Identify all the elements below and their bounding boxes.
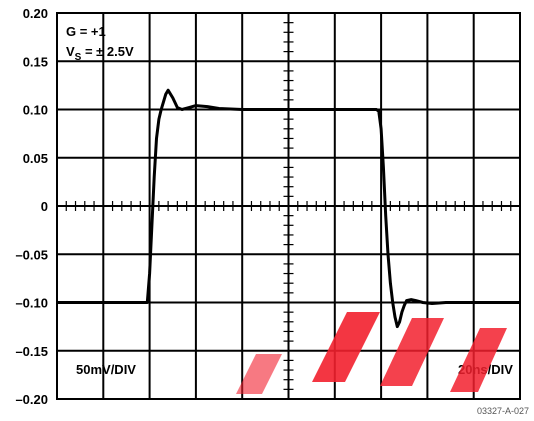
axis-minor-ticks [65,22,512,390]
supply-annotation: VS = ± 2.5V [66,44,134,63]
y-tick-label: 0.10 [23,103,48,118]
vertical-scale-label: 50mV/DIV [76,362,136,377]
y-tick-label: –0.15 [15,344,48,359]
series-line-output [57,88,520,329]
plot-frame [56,12,521,400]
gain-annotation: G = +1 [66,24,106,39]
y-tick-label: 0.15 [23,54,48,69]
grid [57,13,520,399]
y-tick-label: 0.05 [23,151,48,166]
watermark-graphic [236,312,507,394]
y-tick-label: 0 [41,199,48,214]
y-tick-label: –0.05 [15,247,48,262]
y-tick-label: –0.20 [15,392,48,407]
y-tick-label: 0.20 [23,6,48,21]
figure-code: 03327-A-027 [477,406,529,416]
y-tick-labels: 0.20 0.15 0.10 0.05 0 –0.05 –0.10 –0.15 –0.20 [15,6,48,407]
y-tick-label: –0.10 [15,296,48,311]
